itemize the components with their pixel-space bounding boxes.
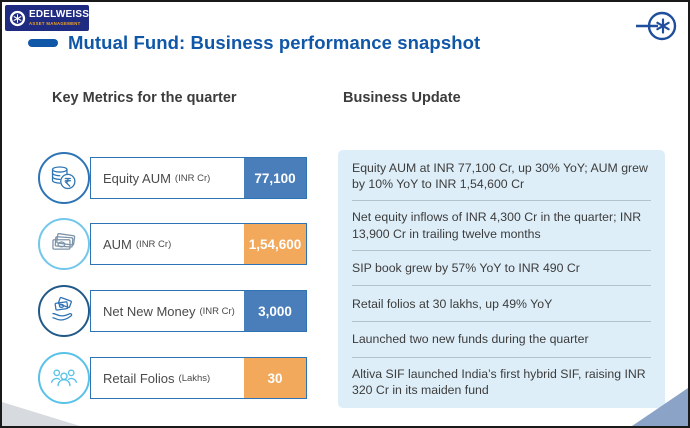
metric-row-aum: AUM (INR Cr) 1,54,600 xyxy=(38,218,308,270)
business-update-item: Altiva SIF launched India’s first hybrid… xyxy=(352,366,646,397)
people-group-icon xyxy=(38,352,90,404)
banknotes-icon xyxy=(38,218,90,270)
edelweiss-logo: EDELWEISS ASSET MANAGEMENT xyxy=(5,5,89,31)
metric-bar: AUM (INR Cr) 1,54,600 xyxy=(90,223,307,265)
metric-bar: Retail Folios (Lakhs) 30 xyxy=(90,357,307,399)
metric-label: Retail Folios (Lakhs) xyxy=(91,358,244,398)
bottom-left-corner-triangle xyxy=(2,402,80,426)
metric-row-retail-folios: Retail Folios (Lakhs) 30 xyxy=(38,352,308,404)
title-dash xyxy=(28,39,58,47)
metric-unit: (INR Cr) xyxy=(174,172,211,184)
coins-rupee-icon xyxy=(38,152,90,204)
metric-name: Retail Folios xyxy=(103,370,175,386)
metric-bar: Equity AUM (INR Cr) 77,100 xyxy=(90,157,307,199)
business-update-panel: Equity AUM at INR 77,100 Cr, up 30% YoY;… xyxy=(338,150,665,408)
metric-label: AUM (INR Cr) xyxy=(91,224,244,264)
business-update-item: SIP book grew by 57% YoY to INR 490 Cr xyxy=(352,251,651,287)
edelweiss-emblem-icon xyxy=(9,10,26,27)
metric-value: 30 xyxy=(244,358,306,398)
title-row: Mutual Fund: Business performance snapsh… xyxy=(28,32,480,54)
business-update-item: Equity AUM at INR 77,100 Cr, up 30% YoY;… xyxy=(352,152,651,202)
metric-row-net-new-money: Net New Money (INR Cr) 3,000 xyxy=(38,285,308,337)
key-metrics-heading: Key Metrics for the quarter xyxy=(52,90,237,106)
business-update-heading: Business Update xyxy=(343,90,461,106)
page-title: Mutual Fund: Business performance snapsh… xyxy=(68,32,481,53)
metric-row-equity-aum: Equity AUM (INR Cr) 77,100 xyxy=(38,152,308,204)
metric-unit: (Lakhs) xyxy=(178,372,211,384)
metric-name: Equity AUM xyxy=(103,170,171,186)
metric-bar: Net New Money (INR Cr) 3,000 xyxy=(90,290,307,332)
logo-subtitle-text: ASSET MANAGEMENT xyxy=(29,20,81,26)
business-update-item: Retail folios at 30 lakhs, up 49% YoY xyxy=(352,286,651,322)
business-update-item: Launched two new funds during the quarte… xyxy=(352,322,651,358)
metric-label: Net New Money (INR Cr) xyxy=(91,291,244,331)
logo-brand-text: EDELWEISS xyxy=(29,9,90,21)
metric-unit: (INR Cr) xyxy=(135,238,172,250)
business-update-item: Net equity inflows of INR 4,300 Cr in th… xyxy=(352,201,651,251)
metric-unit: (INR Cr) xyxy=(199,305,235,317)
edelweiss-flower-icon xyxy=(636,8,680,44)
metric-name: Net New Money xyxy=(103,303,196,319)
metric-name: AUM xyxy=(103,236,132,252)
metric-value: 77,100 xyxy=(244,158,306,198)
metric-value: 1,54,600 xyxy=(244,224,306,264)
metric-label: Equity AUM (INR Cr) xyxy=(91,158,244,198)
metric-value: 3,000 xyxy=(244,291,306,331)
hand-money-icon xyxy=(38,285,90,337)
